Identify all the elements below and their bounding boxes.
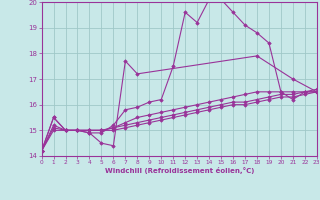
X-axis label: Windchill (Refroidissement éolien,°C): Windchill (Refroidissement éolien,°C) xyxy=(105,167,254,174)
